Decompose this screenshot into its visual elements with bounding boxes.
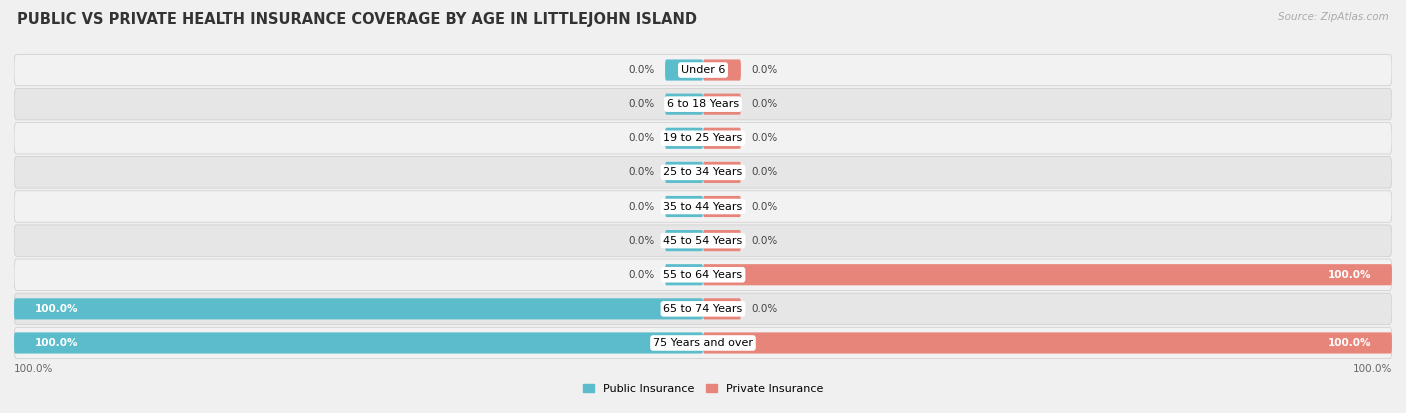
Text: 0.0%: 0.0% [751, 236, 778, 246]
FancyBboxPatch shape [703, 264, 1392, 285]
FancyBboxPatch shape [665, 264, 703, 285]
FancyBboxPatch shape [14, 55, 1392, 86]
Text: 75 Years and over: 75 Years and over [652, 338, 754, 348]
FancyBboxPatch shape [14, 298, 703, 319]
Text: 0.0%: 0.0% [628, 65, 655, 75]
Text: 0.0%: 0.0% [751, 304, 778, 314]
FancyBboxPatch shape [703, 162, 741, 183]
FancyBboxPatch shape [14, 332, 703, 354]
FancyBboxPatch shape [14, 225, 1392, 256]
Text: Source: ZipAtlas.com: Source: ZipAtlas.com [1278, 12, 1389, 22]
Text: 0.0%: 0.0% [628, 202, 655, 211]
FancyBboxPatch shape [14, 88, 1392, 120]
Text: 0.0%: 0.0% [628, 167, 655, 177]
Text: 0.0%: 0.0% [628, 236, 655, 246]
FancyBboxPatch shape [703, 94, 741, 115]
Text: 19 to 25 Years: 19 to 25 Years [664, 133, 742, 143]
Text: Under 6: Under 6 [681, 65, 725, 75]
Text: 0.0%: 0.0% [628, 99, 655, 109]
Text: 0.0%: 0.0% [628, 133, 655, 143]
Text: 0.0%: 0.0% [628, 270, 655, 280]
Text: 35 to 44 Years: 35 to 44 Years [664, 202, 742, 211]
Text: 25 to 34 Years: 25 to 34 Years [664, 167, 742, 177]
FancyBboxPatch shape [703, 59, 741, 81]
FancyBboxPatch shape [703, 196, 741, 217]
FancyBboxPatch shape [703, 128, 741, 149]
Text: 55 to 64 Years: 55 to 64 Years [664, 270, 742, 280]
Text: 100.0%: 100.0% [1327, 270, 1371, 280]
Text: 100.0%: 100.0% [1353, 364, 1392, 374]
FancyBboxPatch shape [14, 327, 1392, 358]
Text: 100.0%: 100.0% [1327, 338, 1371, 348]
FancyBboxPatch shape [14, 259, 1392, 290]
FancyBboxPatch shape [665, 59, 703, 81]
Legend: Public Insurance, Private Insurance: Public Insurance, Private Insurance [579, 380, 827, 399]
FancyBboxPatch shape [14, 123, 1392, 154]
FancyBboxPatch shape [665, 128, 703, 149]
FancyBboxPatch shape [703, 332, 1392, 354]
FancyBboxPatch shape [665, 94, 703, 115]
Text: 100.0%: 100.0% [14, 364, 53, 374]
Text: 6 to 18 Years: 6 to 18 Years [666, 99, 740, 109]
FancyBboxPatch shape [703, 298, 741, 319]
FancyBboxPatch shape [665, 162, 703, 183]
Text: PUBLIC VS PRIVATE HEALTH INSURANCE COVERAGE BY AGE IN LITTLEJOHN ISLAND: PUBLIC VS PRIVATE HEALTH INSURANCE COVER… [17, 12, 697, 27]
Text: 0.0%: 0.0% [751, 133, 778, 143]
Text: 0.0%: 0.0% [751, 167, 778, 177]
Text: 0.0%: 0.0% [751, 99, 778, 109]
Text: 0.0%: 0.0% [751, 65, 778, 75]
FancyBboxPatch shape [14, 157, 1392, 188]
Text: 65 to 74 Years: 65 to 74 Years [664, 304, 742, 314]
FancyBboxPatch shape [14, 293, 1392, 325]
FancyBboxPatch shape [14, 191, 1392, 222]
Text: 100.0%: 100.0% [35, 304, 79, 314]
Text: 45 to 54 Years: 45 to 54 Years [664, 236, 742, 246]
Text: 0.0%: 0.0% [751, 202, 778, 211]
FancyBboxPatch shape [665, 196, 703, 217]
Text: 100.0%: 100.0% [35, 338, 79, 348]
FancyBboxPatch shape [703, 230, 741, 251]
FancyBboxPatch shape [665, 230, 703, 251]
